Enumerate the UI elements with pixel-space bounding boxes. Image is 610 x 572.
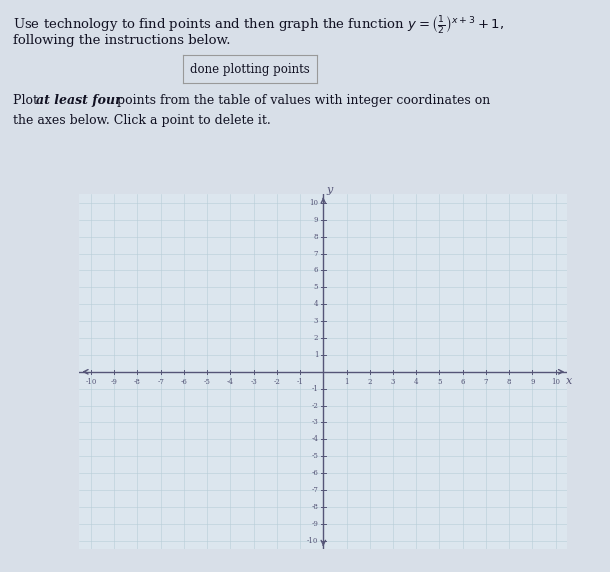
Text: 6: 6 [461, 378, 465, 386]
Text: -7: -7 [157, 378, 164, 386]
Text: 1: 1 [314, 351, 318, 359]
Text: -8: -8 [311, 503, 318, 511]
Text: Use technology to find points and then graph the function $y = \left(\frac{1}{2}: Use technology to find points and then g… [13, 14, 504, 36]
Text: -10: -10 [307, 537, 318, 545]
Text: 10: 10 [309, 199, 318, 207]
Text: 9: 9 [530, 378, 535, 386]
Text: 4: 4 [314, 300, 318, 308]
Text: -2: -2 [273, 378, 280, 386]
Text: -1: -1 [296, 378, 304, 386]
Text: -9: -9 [111, 378, 118, 386]
Text: 2: 2 [368, 378, 372, 386]
Text: -4: -4 [311, 435, 318, 443]
Text: 7: 7 [314, 249, 318, 257]
Text: done plotting points: done plotting points [190, 63, 310, 76]
Text: -6: -6 [311, 469, 318, 477]
Text: -2: -2 [311, 402, 318, 410]
Text: 8: 8 [507, 378, 511, 386]
Text: at least four: at least four [36, 94, 122, 108]
Text: -7: -7 [311, 486, 318, 494]
Text: 3: 3 [314, 317, 318, 325]
Text: 5: 5 [314, 283, 318, 291]
Text: 4: 4 [414, 378, 418, 386]
Text: 7: 7 [484, 378, 488, 386]
Text: -1: -1 [311, 385, 318, 393]
Text: 8: 8 [314, 233, 318, 241]
Text: 2: 2 [314, 334, 318, 342]
Text: 9: 9 [314, 216, 318, 224]
Text: -6: -6 [181, 378, 187, 386]
Text: the axes below. Click a point to delete it.: the axes below. Click a point to delete … [13, 114, 271, 128]
Text: -3: -3 [312, 419, 318, 427]
Text: 1: 1 [344, 378, 349, 386]
Text: -3: -3 [250, 378, 257, 386]
Text: points from the table of values with integer coordinates on: points from the table of values with int… [113, 94, 490, 108]
Text: -5: -5 [311, 452, 318, 460]
Text: following the instructions below.: following the instructions below. [13, 34, 231, 47]
Text: -10: -10 [85, 378, 96, 386]
Text: x: x [566, 376, 572, 386]
Text: -9: -9 [311, 520, 318, 528]
Text: 6: 6 [314, 267, 318, 275]
Text: 3: 3 [391, 378, 395, 386]
Text: -4: -4 [227, 378, 234, 386]
Text: Plot: Plot [13, 94, 43, 108]
Text: 5: 5 [437, 378, 442, 386]
Text: y: y [326, 185, 332, 195]
Text: -5: -5 [204, 378, 210, 386]
Text: 10: 10 [551, 378, 560, 386]
Text: -8: -8 [134, 378, 141, 386]
